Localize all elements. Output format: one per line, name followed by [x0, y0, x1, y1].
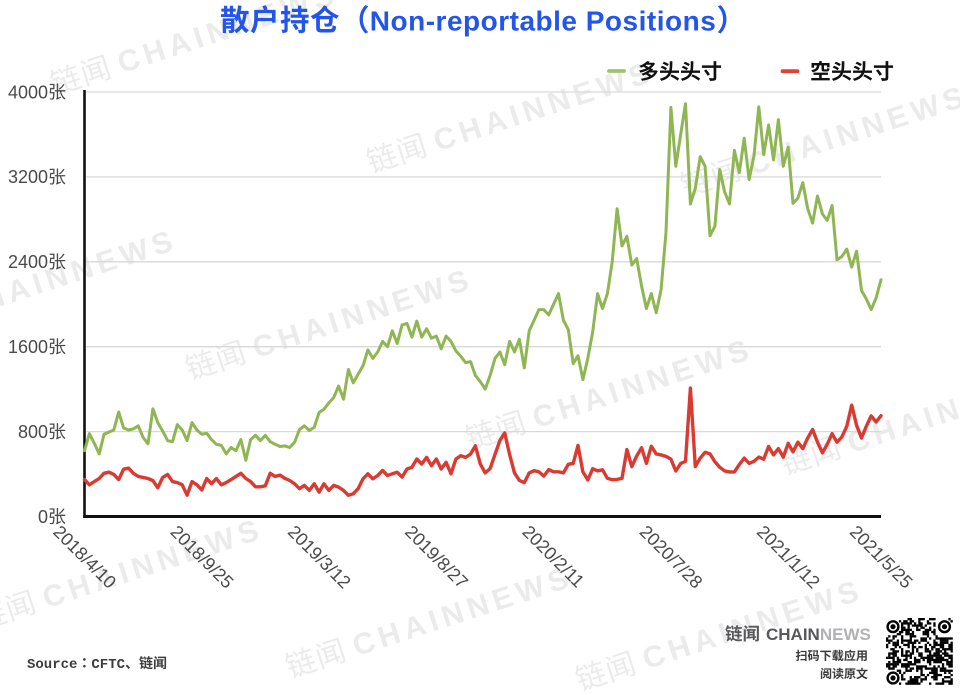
svg-text:Non-reportable Positions: Non-reportable Positions — [370, 6, 716, 37]
svg-text:0: 0 — [38, 507, 48, 527]
svg-text:800: 800 — [18, 422, 48, 442]
svg-text:4000: 4000 — [8, 82, 48, 102]
svg-text:CHAINNEWS: CHAINNEWS — [766, 625, 871, 644]
svg-text:CFTC: CFTC — [91, 657, 125, 673]
svg-text:Source: Source — [27, 657, 77, 673]
svg-text:3200: 3200 — [8, 167, 48, 187]
svg-text:1600: 1600 — [8, 337, 48, 357]
svg-text:2400: 2400 — [8, 252, 48, 272]
